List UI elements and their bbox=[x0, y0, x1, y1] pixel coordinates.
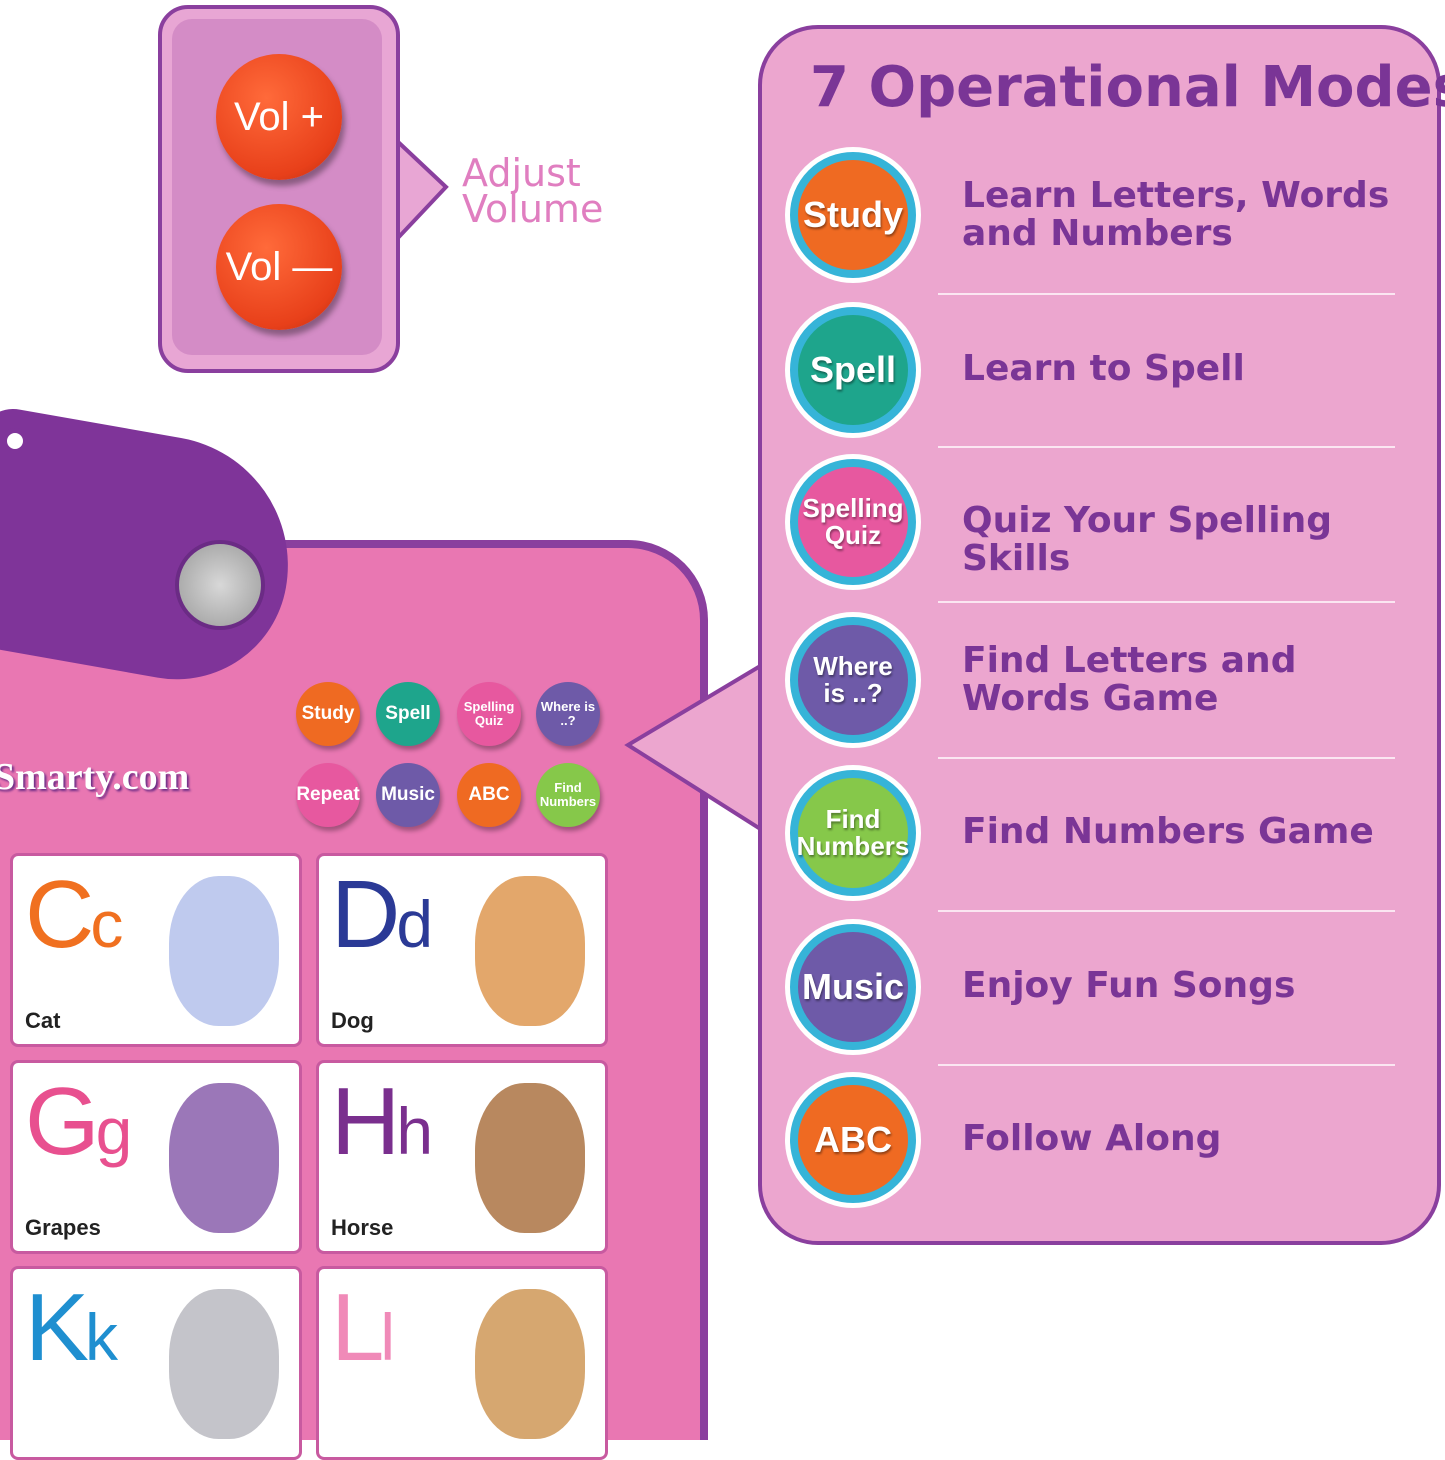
volume-down-button[interactable]: Vol — bbox=[216, 204, 342, 330]
mode-description: Quiz Your Spelling Skills bbox=[962, 500, 1333, 579]
card-uppercase: L bbox=[331, 1274, 384, 1381]
caption-line: Adjust bbox=[462, 151, 581, 195]
board-button-find-numbers[interactable]: Find Numbers bbox=[536, 763, 600, 827]
mode-button-label: Music bbox=[798, 932, 908, 1042]
letter-card[interactable]: Ll bbox=[316, 1266, 608, 1460]
card-uppercase: D bbox=[331, 861, 400, 968]
mode-button-label: Find Numbers bbox=[797, 778, 909, 888]
mode-description: Learn to Spell bbox=[962, 348, 1245, 389]
mode-button-label: Study bbox=[798, 160, 908, 270]
card-illustration bbox=[475, 1083, 585, 1233]
card-letters: Ll bbox=[331, 1273, 395, 1392]
card-letters: Gg bbox=[25, 1067, 133, 1186]
mode-description: Find Letters and Words Game bbox=[962, 640, 1297, 719]
mode-divider bbox=[938, 601, 1395, 603]
board-button-spelling-quiz[interactable]: Spelling Quiz bbox=[457, 682, 521, 746]
board-knob bbox=[175, 540, 265, 630]
letter-card[interactable]: Kk bbox=[10, 1266, 302, 1460]
card-lowercase: l bbox=[380, 1300, 395, 1374]
card-illustration bbox=[169, 876, 279, 1026]
volume-panel: Vol + Vol — bbox=[158, 5, 400, 373]
card-word: Grapes bbox=[25, 1215, 101, 1240]
card-word: Horse bbox=[331, 1215, 394, 1240]
mode-description: Follow Along bbox=[962, 1118, 1222, 1159]
card-illustration bbox=[475, 1289, 585, 1439]
mode-button-label: Spell bbox=[798, 315, 908, 425]
card-lowercase: d bbox=[396, 887, 433, 961]
modes-callout-pointer bbox=[624, 661, 764, 834]
card-letters: Dd bbox=[331, 860, 433, 979]
card-uppercase: K bbox=[25, 1274, 89, 1381]
mode-description: Enjoy Fun Songs bbox=[962, 965, 1296, 1006]
card-lowercase: c bbox=[90, 887, 123, 961]
card-illustration bbox=[475, 876, 585, 1026]
adjust-volume-caption: Adjust Volume bbox=[462, 151, 604, 231]
mode-button-label: Where is ..? bbox=[798, 625, 908, 735]
board-button-where-is[interactable]: Where is ..? bbox=[536, 682, 600, 746]
letter-card[interactable]: Cc Cat bbox=[10, 853, 302, 1047]
hang-hole bbox=[2, 428, 28, 454]
mode-button-6: Music bbox=[785, 919, 921, 1055]
board-button-abc[interactable]: ABC bbox=[457, 763, 521, 827]
mode-button-label: ABC bbox=[798, 1085, 908, 1195]
caption-line: Volume bbox=[462, 187, 604, 231]
card-uppercase: G bbox=[25, 1068, 100, 1175]
letter-card[interactable]: Dd Dog bbox=[316, 853, 608, 1047]
card-uppercase: C bbox=[25, 861, 94, 968]
mode-button-1: Study bbox=[785, 147, 921, 283]
board-button-spell[interactable]: Spell bbox=[376, 682, 440, 746]
letter-card[interactable]: Hh Horse bbox=[316, 1060, 608, 1254]
mode-divider bbox=[938, 756, 1395, 759]
brand-text: Smarty.com bbox=[0, 756, 190, 798]
board-button-study[interactable]: Study bbox=[296, 682, 360, 746]
mode-button-7: ABC bbox=[785, 1072, 921, 1208]
card-lowercase: g bbox=[95, 1094, 133, 1168]
card-word: Cat bbox=[25, 1008, 61, 1033]
mode-divider bbox=[938, 292, 1395, 295]
mode-button-2: Spell bbox=[785, 302, 921, 438]
card-illustration bbox=[169, 1083, 279, 1233]
mode-divider bbox=[938, 910, 1395, 912]
board-button-music[interactable]: Music bbox=[376, 763, 440, 827]
card-letters: Kk bbox=[25, 1273, 118, 1392]
card-illustration bbox=[169, 1289, 279, 1439]
card-lowercase: k bbox=[85, 1300, 118, 1374]
board-button-repeat[interactable]: Repeat bbox=[296, 763, 360, 827]
mode-button-label: Spelling Quiz bbox=[798, 467, 908, 577]
mode-description: Learn Letters, Words and Numbers bbox=[962, 175, 1390, 254]
card-lowercase: h bbox=[396, 1094, 433, 1168]
card-word: Dog bbox=[331, 1008, 374, 1033]
modes-title: 7 Operational Modes bbox=[810, 55, 1445, 120]
mode-button-3: Spelling Quiz bbox=[785, 454, 921, 590]
mode-button-4: Where is ..? bbox=[785, 612, 921, 748]
card-letters: Cc bbox=[25, 860, 123, 979]
letter-card[interactable]: Gg Grapes bbox=[10, 1060, 302, 1254]
card-letters: Hh bbox=[331, 1067, 433, 1186]
mode-description: Find Numbers Game bbox=[962, 811, 1374, 852]
mode-divider bbox=[938, 446, 1395, 448]
volume-up-button[interactable]: Vol + bbox=[216, 54, 342, 180]
mode-button-5: Find Numbers bbox=[785, 765, 921, 901]
mode-divider bbox=[938, 1063, 1395, 1066]
volume-callout-pointer bbox=[394, 135, 449, 246]
card-uppercase: H bbox=[331, 1068, 400, 1175]
